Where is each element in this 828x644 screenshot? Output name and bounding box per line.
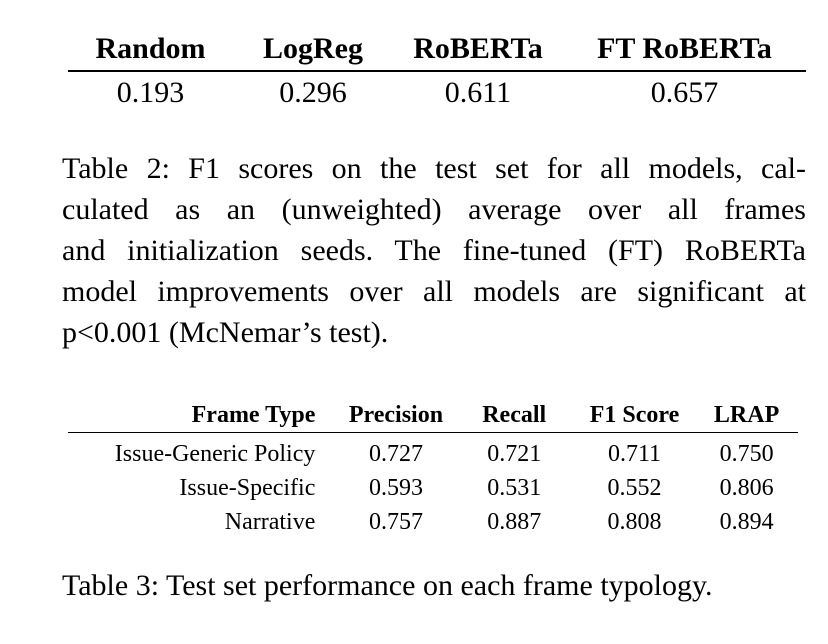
table-2-value-ft-roberta: 0.657 <box>650 76 719 109</box>
caption-line: p<0.001 (McNemar’s test). <box>62 316 389 349</box>
table-3-cell-frame: Issue-Generic Policy <box>114 440 316 467</box>
table-2-value-random: 0.193 <box>116 76 185 109</box>
table-3-cell-f1: 0.711 <box>607 440 662 467</box>
table-3-cell-precision: 0.593 <box>368 474 423 501</box>
table-3-cell-recall: 0.887 <box>487 508 542 535</box>
table-3-header-frame-type: Frame Type <box>191 401 316 428</box>
table-3-cell-precision: 0.727 <box>368 440 423 467</box>
table-3-caption: Table 3: Test set performance on each fr… <box>62 569 713 602</box>
caption-line: model improvements over all models are s… <box>62 275 806 308</box>
table-2-header-row: Random LogReg RoBERTa FT RoBERTa <box>68 30 806 68</box>
table-3-cell-lrap: 0.750 <box>719 440 774 467</box>
table-3-header-f1-score: F1 Score <box>589 401 680 428</box>
table-3-cell-lrap: 0.894 <box>719 508 774 535</box>
table-2: Random LogReg RoBERTa FT RoBERTa 0.193 0… <box>68 30 806 114</box>
table-3-header-precision: Precision <box>348 401 444 428</box>
table-3-cell-f1: 0.808 <box>607 508 662 535</box>
table-3-header-lrap: LRAP <box>713 401 780 428</box>
table-row: Narrative 0.757 0.887 0.808 0.894 <box>68 505 798 539</box>
table-3-cell-frame: Narrative <box>224 508 316 535</box>
table-3-cell-recall: 0.721 <box>487 440 542 467</box>
table-2-caption: Table 2: F1 scores on the test set for a… <box>62 148 806 353</box>
table-2-header-logreg: LogReg <box>263 32 363 65</box>
table-3-cell-frame: Issue-Specific <box>179 474 316 501</box>
table-2-value-row: 0.193 0.296 0.611 0.657 <box>68 72 806 114</box>
table-3-cell-lrap: 0.806 <box>719 474 774 501</box>
table-2-header-ft-roberta: FT RoBERTa <box>597 32 772 65</box>
table-3-header-row: Frame Type Precision Recall F1 Score LRA… <box>68 398 798 433</box>
table-3-cell-recall: 0.531 <box>487 474 542 501</box>
table-2-value-logreg: 0.296 <box>279 76 347 109</box>
table-3: Frame Type Precision Recall F1 Score LRA… <box>68 398 798 539</box>
table-3-header-recall: Recall <box>482 401 547 428</box>
table-2-rule <box>68 70 806 72</box>
table-row: Issue-Specific 0.593 0.531 0.552 0.806 <box>68 471 798 505</box>
caption-line: Table 2: F1 scores on the test set for a… <box>62 152 806 185</box>
table-2-header-roberta: RoBERTa <box>413 32 543 65</box>
table-2-header-random: Random <box>95 32 206 65</box>
table-2-value-roberta: 0.611 <box>444 76 512 109</box>
caption-line: culated as an (unweighted) average over … <box>62 193 806 226</box>
table-row: Issue-Generic Policy 0.727 0.721 0.711 0… <box>68 433 798 472</box>
caption-line: and initialization seeds. The fine-tuned… <box>62 234 806 267</box>
table-3-cell-f1: 0.552 <box>607 474 662 501</box>
table-3-cell-precision: 0.757 <box>368 508 423 535</box>
